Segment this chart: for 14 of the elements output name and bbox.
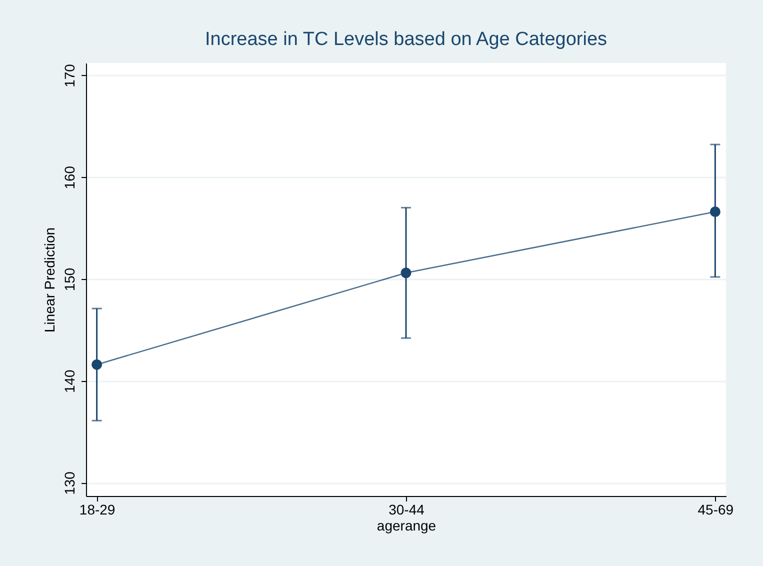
point <box>400 268 412 278</box>
point <box>92 359 102 370</box>
y-tick-label: 140 <box>62 369 78 394</box>
x-tick-label: 30-44 <box>388 502 425 518</box>
y-tick-label: 160 <box>62 166 78 190</box>
chart-title: Increase in TC Levels based on Age Categories <box>204 29 608 50</box>
x-tick-label: 18-29 <box>79 502 116 518</box>
x-axis-title: agerange <box>376 518 436 534</box>
y-axis-title: Linear Prediction <box>42 227 58 333</box>
y-tick-label: 150 <box>62 268 78 292</box>
x-tick-label: 45-69 <box>698 502 734 518</box>
y-tick-label: 170 <box>62 64 78 88</box>
point <box>710 206 720 217</box>
y-tick-label: 130 <box>62 471 78 495</box>
